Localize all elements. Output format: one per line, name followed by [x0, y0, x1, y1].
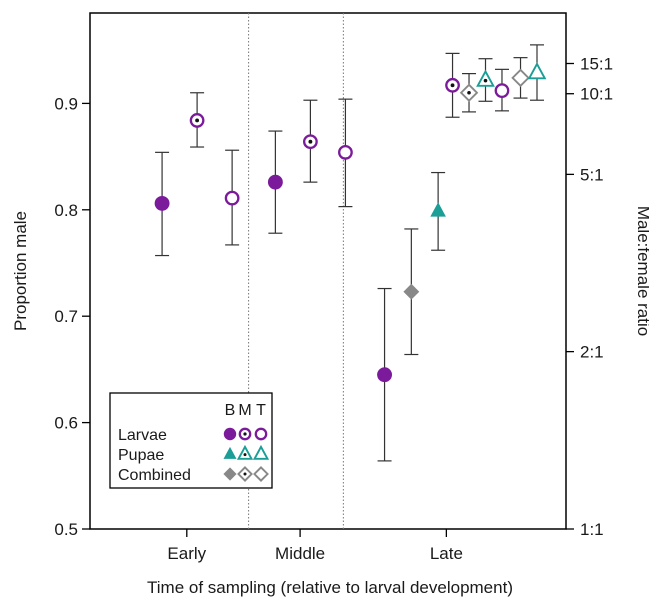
pupae-marker-B [223, 446, 237, 459]
marker-dot [243, 472, 247, 476]
combined-marker-M [237, 466, 253, 482]
plot-frame [89, 12, 567, 530]
marker-shape [154, 195, 170, 211]
y2-tick-label: 1:1 [580, 520, 604, 539]
data-point [338, 98, 353, 208]
x-tick-label: Early [167, 544, 206, 563]
marker-shape [403, 283, 420, 300]
larvae-marker-B [267, 174, 283, 190]
larvae-marker-T [338, 144, 353, 160]
marker-shape [224, 190, 240, 206]
x-tick-label: Late [430, 544, 463, 563]
legend-label: Larvae [118, 427, 167, 444]
marker-shape [430, 202, 446, 217]
combined-marker-B [403, 283, 420, 300]
data-point [377, 287, 392, 462]
y-tick-label: 0.8 [54, 201, 78, 220]
data-point [476, 58, 495, 102]
legend: B M T Larvae Pupae Combined [109, 392, 273, 489]
y-tick-label: 0.5 [54, 520, 78, 539]
y-axis: 0.5 0.6 0.7 0.8 0.9 [54, 94, 90, 539]
marker-dot [243, 432, 247, 436]
pupae-marker-M [236, 444, 254, 460]
marker-shape [494, 83, 510, 99]
y2-axis: 1:1 2:1 5:1 10:1 15:1 [566, 55, 613, 539]
combined-marker-T [511, 68, 530, 88]
y2-tick-label: 15:1 [580, 55, 613, 74]
marker-shape [253, 466, 269, 482]
marker-shape [236, 444, 254, 460]
y2-tick-label: 5:1 [580, 165, 604, 184]
data-point [527, 44, 547, 101]
pupae-marker-M [476, 69, 495, 87]
data-point [189, 92, 205, 148]
legend-label: Pupae [118, 447, 164, 464]
pupae-marker-B [430, 202, 446, 217]
y2-tick-label: 10:1 [580, 85, 613, 104]
marker-shape [476, 69, 495, 87]
larvae-marker-B [377, 367, 392, 383]
larvae-marker-M [445, 77, 460, 93]
data-point [224, 149, 240, 246]
marker-shape [511, 68, 530, 88]
data-point [303, 99, 318, 183]
legend-header-letter: B [225, 402, 236, 419]
marker-shape [223, 446, 237, 459]
data-point [267, 130, 283, 234]
marker-dot [243, 453, 247, 457]
marker-dot [483, 78, 488, 83]
data-points [154, 44, 547, 462]
x-axis: Early Middle Late [167, 529, 463, 563]
larvae-marker-M [238, 427, 252, 441]
larvae-marker-T [254, 427, 268, 441]
legend-header-letter: T [256, 402, 266, 419]
data-point [445, 52, 460, 118]
marker-shape [254, 427, 268, 441]
pupae-marker-T [252, 444, 270, 460]
y2-tick-label: 2:1 [580, 343, 604, 362]
x-tick-label: Middle [275, 544, 325, 563]
data-point [511, 57, 530, 99]
marker-shape [223, 467, 237, 481]
data-point [430, 171, 446, 251]
legend-label: Combined [118, 467, 191, 484]
legend-header-letter: M [238, 402, 251, 419]
combined-marker-M [459, 83, 479, 103]
y-tick-label: 0.7 [54, 307, 78, 326]
marker-shape [267, 174, 283, 190]
combined-marker-B [223, 467, 237, 481]
marker-dot [450, 83, 455, 88]
larvae-marker-M [303, 134, 318, 150]
marker-dot [308, 139, 313, 144]
pupae-marker-T [527, 61, 547, 80]
combined-marker-T [253, 466, 269, 482]
marker-shape [338, 144, 353, 160]
data-point [403, 228, 420, 356]
data-point [154, 151, 170, 257]
larvae-marker-T [224, 190, 240, 206]
larvae-marker-M [189, 113, 205, 128]
marker-shape [252, 444, 270, 460]
data-point [459, 73, 479, 113]
y-tick-label: 0.6 [54, 414, 78, 433]
marker-shape [377, 367, 392, 383]
y-tick-label: 0.9 [54, 94, 78, 113]
larvae-marker-B [154, 195, 170, 211]
marker-shape [223, 427, 237, 441]
x-axis-title: Time of sampling (relative to larval dev… [147, 578, 513, 597]
y-axis-title: Proportion male [11, 211, 30, 331]
larvae-marker-B [223, 427, 237, 441]
marker-dot [195, 118, 200, 123]
marker-shape [527, 61, 547, 80]
y2-axis-title: Male:female ratio [634, 206, 649, 336]
larvae-marker-T [494, 83, 510, 99]
data-point [494, 68, 510, 112]
marker-dot [467, 90, 471, 95]
